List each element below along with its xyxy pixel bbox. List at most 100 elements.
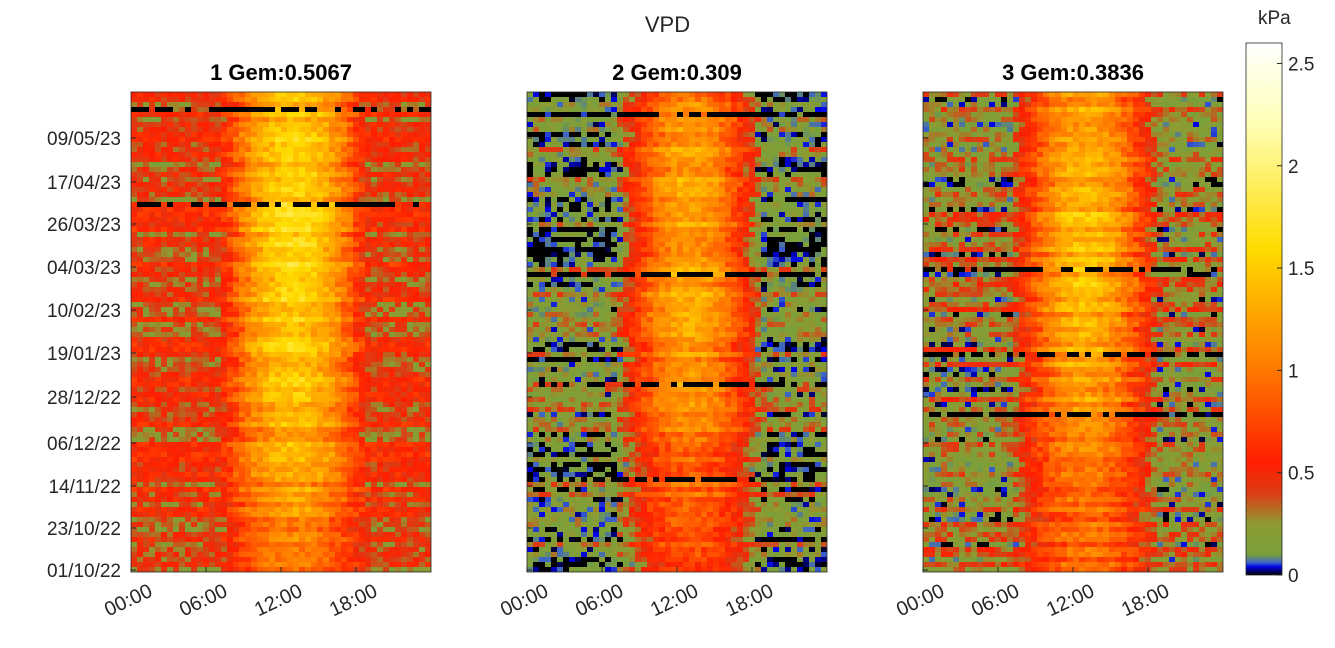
heatmap-cell-1 [143, 262, 149, 267]
heatmap-cell-1 [131, 552, 137, 557]
heatmap-cell-1 [179, 507, 185, 512]
heatmap-cell-1 [401, 322, 407, 327]
heatmap-cell-1 [371, 247, 377, 252]
heatmap-cell-1 [239, 492, 245, 497]
heatmap-cell-2 [761, 97, 767, 102]
heatmap-cell-1 [287, 277, 293, 282]
heatmap-cell-1 [215, 227, 221, 232]
heatmap-cell-1 [227, 167, 233, 172]
heatmap-cell-1 [293, 97, 299, 102]
heatmap-cell-1 [197, 502, 203, 507]
heatmap-cell-1 [149, 517, 155, 522]
heatmap-cell-1 [227, 427, 233, 432]
heatmap-cell-1 [155, 112, 161, 117]
heatmap-cell-1 [371, 92, 377, 97]
heatmap-cell-1 [371, 127, 377, 132]
heatmap-cell-1 [233, 332, 239, 337]
heatmap-cell-1 [281, 232, 287, 237]
heatmap-cell-1 [137, 152, 143, 157]
heatmap-cell-1 [215, 492, 221, 497]
heatmap-cell-1 [209, 497, 215, 502]
heatmap-cell-1 [371, 277, 377, 282]
heatmap-cell-1 [323, 312, 329, 317]
heatmap-cell-1 [383, 172, 389, 177]
heatmap-cell-1 [233, 527, 239, 532]
heatmap-cell-1 [269, 527, 275, 532]
heatmap-cell-1 [239, 557, 245, 562]
heatmap-cell-1 [179, 357, 185, 362]
heatmap-cell-1 [197, 447, 203, 452]
heatmap-cell-1 [263, 192, 269, 197]
heatmap-cell-1 [149, 507, 155, 512]
heatmap-cell-1 [323, 357, 329, 362]
heatmap-cell-1 [251, 392, 257, 397]
heatmap-cell-1 [197, 322, 203, 327]
heatmap-cell-1 [329, 92, 335, 97]
heatmap-cell-1 [389, 222, 395, 227]
heatmap-cell-1 [227, 217, 233, 222]
heatmap-cell-1 [305, 527, 311, 532]
heatmap-cell-1 [215, 197, 221, 202]
heatmap-cell-1 [365, 112, 371, 117]
heatmap-cell-1 [149, 227, 155, 232]
heatmap-cell-1 [227, 132, 233, 137]
figure-title: VPD [644, 12, 691, 37]
heatmap-cell-1 [305, 222, 311, 227]
heatmap-cell-1 [359, 342, 365, 347]
heatmap-cell-1 [425, 322, 431, 327]
heatmap-cell-1 [209, 272, 215, 277]
heatmap-cell-1 [383, 342, 389, 347]
heatmap-cell-1 [281, 332, 287, 337]
heatmap-cell-1 [209, 312, 215, 317]
heatmap-cell-1 [365, 357, 371, 362]
heatmap-cell-1 [203, 547, 209, 552]
heatmap-cell-1 [131, 362, 137, 367]
heatmap-cell-1 [269, 362, 275, 367]
heatmap-cell-1 [233, 247, 239, 252]
heatmap-cell-1 [371, 407, 377, 412]
heatmap-cell-1 [311, 282, 317, 287]
heatmap-cell-1 [413, 382, 419, 387]
heatmap-cell-1 [173, 282, 179, 287]
heatmap-cell-1 [161, 497, 167, 502]
heatmap-cell-1 [377, 277, 383, 282]
heatmap-cell-1 [167, 217, 173, 222]
heatmap-cell-1 [287, 442, 293, 447]
heatmap-cell-1 [221, 427, 227, 432]
heatmap-cell-1 [317, 252, 323, 257]
heatmap-cell-2 [581, 92, 587, 97]
heatmap-cell-1 [419, 192, 425, 197]
heatmap-cell-1 [227, 297, 233, 302]
heatmap-cell-1 [179, 317, 185, 322]
heatmap-cell-1 [209, 437, 215, 442]
heatmap-cell-2 [545, 107, 551, 112]
heatmap-cell-1 [281, 502, 287, 507]
heatmap-cell-1 [179, 397, 185, 402]
heatmap-cell-1 [179, 562, 185, 567]
heatmap-cell-1 [203, 162, 209, 167]
heatmap-cell-1 [209, 107, 215, 112]
heatmap-cell-1 [341, 107, 347, 112]
heatmap-cell-1 [281, 397, 287, 402]
heatmap-cell-1 [221, 112, 227, 117]
heatmap-cell-1 [131, 262, 137, 267]
heatmap-cell-1 [131, 127, 137, 132]
heatmap-cell-1 [359, 482, 365, 487]
heatmap-cell-1 [401, 442, 407, 447]
heatmap-cell-1 [143, 307, 149, 312]
heatmap-cell-1 [131, 387, 137, 392]
heatmap-cell-1 [407, 127, 413, 132]
heatmap-cell-1 [197, 512, 203, 517]
heatmap-cell-1 [209, 447, 215, 452]
heatmap-cell-1 [263, 247, 269, 252]
heatmap-cell-1 [233, 367, 239, 372]
heatmap-cell-1 [173, 407, 179, 412]
heatmap-cell-1 [137, 202, 143, 207]
heatmap-cell-1 [335, 417, 341, 422]
heatmap-cell-1 [311, 457, 317, 462]
heatmap-cell-1 [197, 402, 203, 407]
heatmap-cell-1 [269, 167, 275, 172]
heatmap-cell-2 [731, 97, 737, 102]
heatmap-cell-1 [287, 217, 293, 222]
heatmap-cell-1 [329, 222, 335, 227]
